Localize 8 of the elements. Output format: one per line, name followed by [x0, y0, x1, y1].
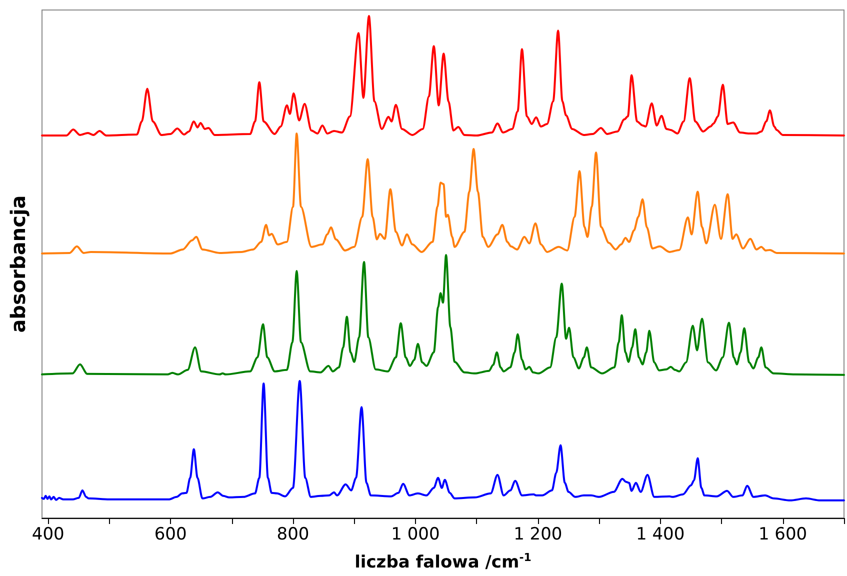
x-tick-label: 400: [32, 524, 64, 544]
x-tick-label: 1 400: [636, 524, 685, 544]
y-axis-title: absorbancja: [6, 195, 30, 333]
x-tick-label: 1 600: [758, 524, 808, 544]
x-tick-label: 1 000: [391, 524, 440, 544]
x-tick-label: 600: [154, 524, 187, 544]
x-tick-label: 1 200: [514, 524, 562, 544]
x-tick-label: 800: [276, 524, 310, 544]
